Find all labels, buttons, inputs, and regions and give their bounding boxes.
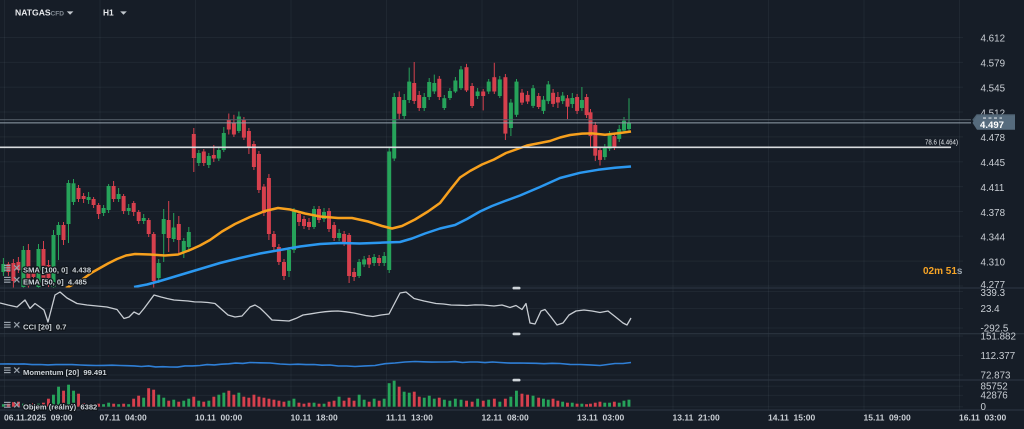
svg-text:4.545: 4.545 [981,84,1006,95]
svg-text:10.11 00:00: 10.11 00:00 [195,412,243,422]
svg-text:07.11 04:00: 07.11 04:00 [100,412,148,422]
svg-text:4.310: 4.310 [981,258,1006,269]
svg-text:Momentum [20] 99.491: Momentum [20] 99.491 [23,368,107,377]
svg-text:4.612: 4.612 [981,34,1006,45]
svg-text:06.11.2025 09:00: 06.11.2025 09:00 [4,412,73,422]
svg-text:14.11 15:00: 14.11 15:00 [768,412,816,422]
svg-text:151.882: 151.882 [981,331,1016,342]
svg-text:13.11 03:00: 13.11 03:00 [577,412,625,422]
svg-text:Objem (reálný) 6382: Objem (reálný) 6382 [23,403,97,412]
svg-text:0: 0 [981,402,987,413]
svg-text:4.478: 4.478 [981,133,1006,144]
svg-text:112.377: 112.377 [981,351,1016,362]
svg-text:4.411: 4.411 [981,183,1005,194]
svg-text:4.579: 4.579 [981,59,1006,70]
svg-text:23.4: 23.4 [981,304,1001,315]
svg-text:H1: H1 [103,8,114,18]
svg-text:NATGAS: NATGAS [15,8,51,18]
svg-text:4.277: 4.277 [981,280,1006,291]
svg-text:85752: 85752 [981,382,1008,393]
svg-text:78.6 (4.464): 78.6 (4.464) [925,137,958,146]
svg-text:SMA [100, 0] 4.438: SMA [100, 0] 4.438 [23,266,91,275]
svg-text:4.344: 4.344 [981,233,1006,244]
svg-text:10.11 18:00: 10.11 18:00 [291,412,339,422]
svg-text:12.11 08:00: 12.11 08:00 [482,412,530,422]
svg-text:CFD: CFD [51,10,65,17]
svg-text:13.11 21:00: 13.11 21:00 [673,412,721,422]
svg-text:339.3: 339.3 [981,288,1006,299]
svg-text:4.497: 4.497 [980,120,1004,131]
svg-text:EMA [50, 0] 4.485: EMA [50, 0] 4.485 [23,278,88,287]
svg-text:4.378: 4.378 [981,208,1006,219]
svg-text:-292.5: -292.5 [981,324,1009,335]
svg-text:4.512: 4.512 [981,108,1006,119]
svg-text:42876: 42876 [981,391,1009,402]
svg-text:15.11 09:00: 15.11 09:00 [864,412,912,422]
svg-text:02m 51s: 02m 51s [923,266,963,277]
svg-text:11.11 13:00: 11.11 13:00 [386,412,433,422]
svg-text:72.873: 72.873 [981,371,1012,382]
svg-text:4.445: 4.445 [981,158,1006,169]
svg-text:CCI [20] 0.7: CCI [20] 0.7 [23,323,66,332]
svg-text:16.11 03:00: 16.11 03:00 [959,412,1007,422]
